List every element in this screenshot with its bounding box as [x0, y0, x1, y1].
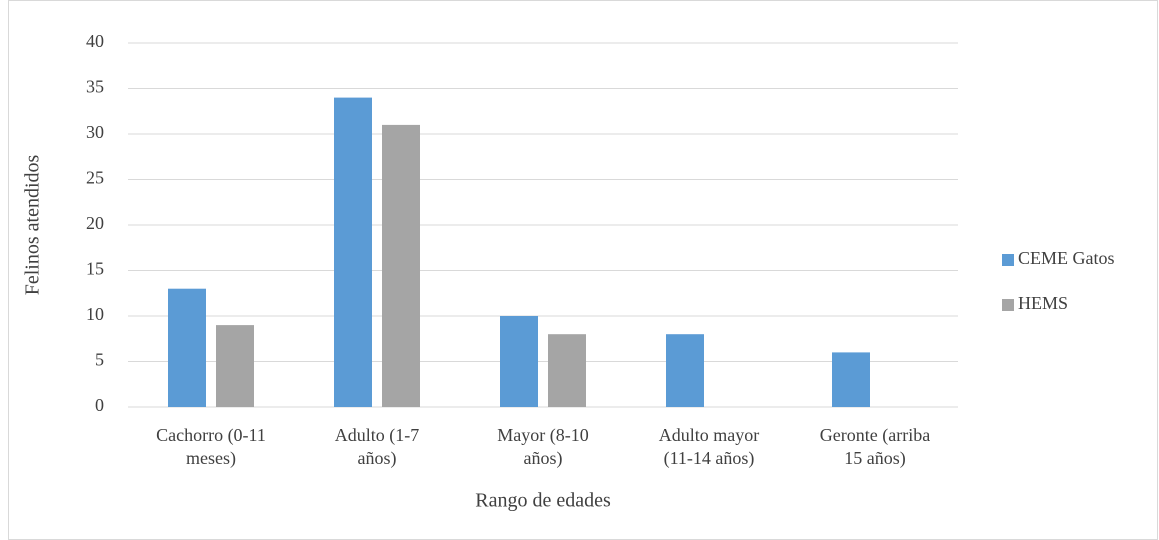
- y-tick-label: 30: [86, 122, 104, 142]
- y-tick-label: 5: [95, 350, 104, 370]
- x-tick-label: (11-14 años): [664, 448, 755, 469]
- y-tick-label: 0: [95, 395, 104, 415]
- x-tick-label: Mayor (8-10: [497, 425, 588, 446]
- y-tick-label: 40: [86, 31, 104, 51]
- x-tick-label: años): [524, 448, 563, 469]
- legend-swatch: [1002, 254, 1014, 266]
- y-tick-label: 10: [86, 304, 104, 324]
- y-tick-label: 25: [86, 168, 104, 188]
- bar: [832, 352, 870, 407]
- y-tick-label: 20: [86, 213, 104, 233]
- x-tick-label: 15 años): [844, 448, 906, 469]
- bar: [382, 124, 420, 408]
- x-tick-label: Adulto (1-7: [335, 425, 420, 446]
- x-axis-title: Rango de edades: [475, 490, 611, 512]
- x-tick-label: años): [358, 448, 397, 469]
- bar: [500, 316, 538, 407]
- y-tick-label: 35: [86, 77, 104, 97]
- x-tick-label: meses): [186, 448, 236, 469]
- legend-swatch: [1002, 299, 1014, 311]
- x-tick-label: Adulto mayor: [659, 425, 760, 445]
- x-tick-label: Geronte (arriba: [820, 425, 930, 446]
- bar: [666, 334, 704, 407]
- y-axis-title: Felinos atendidos: [22, 155, 44, 296]
- legend-label: HEMS: [1018, 293, 1068, 313]
- x-tick-label: Cachorro (0-11: [156, 425, 266, 446]
- legend-label: CEME Gatos: [1018, 248, 1115, 268]
- bar: [548, 334, 586, 407]
- bar: [216, 325, 254, 407]
- bar: [334, 97, 372, 407]
- y-tick-label: 15: [86, 259, 104, 279]
- bar: [168, 288, 206, 407]
